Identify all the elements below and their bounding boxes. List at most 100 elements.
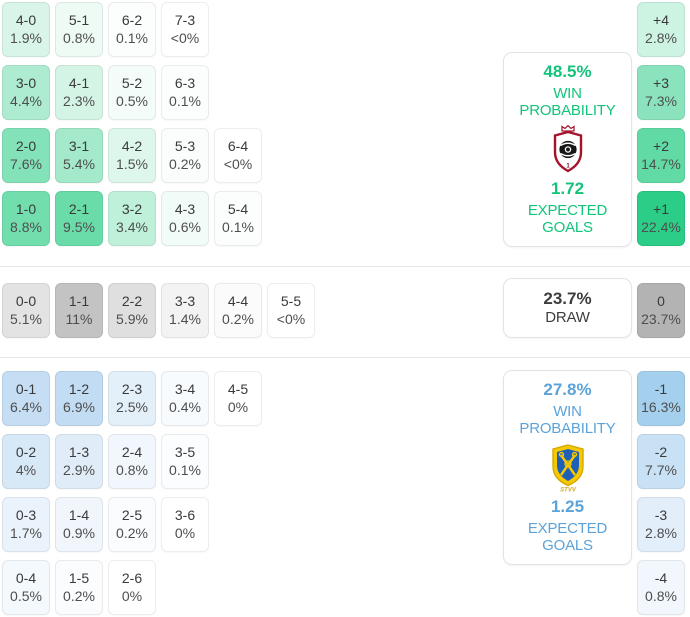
probability: <0% bbox=[276, 311, 306, 327]
score-cell: 7-3 <0% bbox=[161, 2, 209, 57]
scoreline: 3-1 bbox=[68, 138, 90, 155]
away-team-crest-icon: STVV bbox=[547, 443, 589, 493]
home-expected-goals-label: EXPECTED GOALS bbox=[528, 203, 607, 237]
score-cell: 4-5 0% bbox=[214, 371, 262, 426]
score-cell: 2-5 0.2% bbox=[108, 497, 156, 552]
goal-diff-cell: +4 2.8% bbox=[637, 2, 685, 57]
scoreline: 5-2 bbox=[121, 75, 143, 92]
score-cell: 5-2 0.5% bbox=[108, 65, 156, 120]
probability: 5.4% bbox=[63, 156, 95, 172]
score-cell: 4-3 0.6% bbox=[161, 191, 209, 246]
probability: 7.7% bbox=[645, 462, 677, 478]
probability: 2.8% bbox=[645, 30, 677, 46]
probability: 0% bbox=[121, 588, 143, 604]
scoreline: 3-2 bbox=[121, 201, 143, 218]
score-cell: 1-2 6.9% bbox=[55, 371, 103, 426]
score-cell: 2-2 5.9% bbox=[108, 283, 156, 338]
scoreline: 0-0 bbox=[15, 293, 37, 310]
label-line: PROBABILITY bbox=[519, 420, 616, 438]
probability: 7.6% bbox=[10, 156, 42, 172]
scoreline: 2-1 bbox=[68, 201, 90, 218]
scoreline: 1-2 bbox=[68, 381, 90, 398]
probability: 0.6% bbox=[169, 219, 201, 235]
goal-diff-label: +1 bbox=[653, 201, 669, 218]
draw-panel: 23.7% DRAW bbox=[503, 278, 632, 338]
draw-label: DRAW bbox=[545, 309, 590, 327]
probability: 23.7% bbox=[641, 311, 681, 327]
away-expected-goals-value: 1.25 bbox=[550, 496, 585, 516]
scoreline: 1-0 bbox=[15, 201, 37, 218]
score-cell: 4-4 0.2% bbox=[214, 283, 262, 338]
separator-draw-away bbox=[0, 357, 690, 358]
score-cell: 2-4 0.8% bbox=[108, 434, 156, 489]
scoreline: 4-4 bbox=[227, 293, 249, 310]
scoreline: 3-3 bbox=[174, 293, 196, 310]
probability: 6.9% bbox=[63, 399, 95, 415]
probability: 0.2% bbox=[169, 156, 201, 172]
probability: 1.5% bbox=[116, 156, 148, 172]
probability: 0.8% bbox=[645, 588, 677, 604]
scoreline: 6-4 bbox=[227, 138, 249, 155]
score-cell: 0-0 5.1% bbox=[2, 283, 50, 338]
score-cell: 1-0 8.8% bbox=[2, 191, 50, 246]
score-cell: 2-0 7.6% bbox=[2, 128, 50, 183]
probability: 16.3% bbox=[641, 399, 681, 415]
scoreline: 0-2 bbox=[15, 444, 37, 461]
score-cell: 1-4 0.9% bbox=[55, 497, 103, 552]
probability: 2.8% bbox=[645, 525, 677, 541]
probability: 2.5% bbox=[116, 399, 148, 415]
probability: 0.2% bbox=[222, 311, 254, 327]
probability: <0% bbox=[223, 156, 253, 172]
scoreline: 6-2 bbox=[121, 12, 143, 29]
score-cell: 3-0 4.4% bbox=[2, 65, 50, 120]
scoreline: 7-3 bbox=[174, 12, 196, 29]
probability: 3.4% bbox=[116, 219, 148, 235]
probability: 1.7% bbox=[10, 525, 42, 541]
scoreline: 1-4 bbox=[68, 507, 90, 524]
probability: 22.4% bbox=[641, 219, 681, 235]
score-cell: 6-2 0.1% bbox=[108, 2, 156, 57]
probability: 0.9% bbox=[63, 525, 95, 541]
goal-diff-label: +2 bbox=[653, 138, 669, 155]
goal-diff-cell: -2 7.7% bbox=[637, 434, 685, 489]
scoreline: 3-5 bbox=[174, 444, 196, 461]
probability: 0.1% bbox=[169, 93, 201, 109]
scoreline: 2-6 bbox=[121, 570, 143, 587]
goal-diff-cell: 0 23.7% bbox=[637, 283, 685, 338]
home-win-panel: 48.5% WIN PROBABILITY 1 1.72 EXPECTED GO… bbox=[503, 52, 632, 247]
probability: 0.5% bbox=[10, 588, 42, 604]
goal-diff-label: -4 bbox=[654, 570, 668, 587]
probability: 0.4% bbox=[169, 399, 201, 415]
away-win-probability-label: WIN PROBABILITY bbox=[519, 404, 615, 438]
scoreline: 5-3 bbox=[174, 138, 196, 155]
scoreline: 4-5 bbox=[227, 381, 249, 398]
scoreline: 5-5 bbox=[280, 293, 302, 310]
label-line: EXPECTED bbox=[527, 202, 608, 220]
home-expected-goals-value: 1.72 bbox=[550, 178, 585, 198]
scoreline: 2-5 bbox=[121, 507, 143, 524]
probability: 0.2% bbox=[63, 588, 95, 604]
score-cell: 2-6 0% bbox=[108, 560, 156, 615]
probability: 6.4% bbox=[10, 399, 42, 415]
home-win-probability-value: 48.5% bbox=[543, 62, 592, 81]
score-cell: 1-5 0.2% bbox=[55, 560, 103, 615]
probability: 0.8% bbox=[116, 462, 148, 478]
away-expected-goals-label: EXPECTED GOALS bbox=[528, 521, 607, 555]
probability: 0.1% bbox=[222, 219, 254, 235]
draw-probability-value: 23.7% bbox=[543, 289, 592, 309]
probability: 5.1% bbox=[10, 311, 42, 327]
crest-number: 1 bbox=[566, 163, 570, 169]
score-cell: 4-2 1.5% bbox=[108, 128, 156, 183]
scoreline: 2-3 bbox=[121, 381, 143, 398]
label-line: WIN bbox=[553, 85, 582, 103]
goal-diff-label: 0 bbox=[657, 293, 665, 310]
score-cell: 4-1 2.3% bbox=[55, 65, 103, 120]
probability: 11% bbox=[65, 311, 93, 327]
probability: 9.5% bbox=[63, 219, 95, 235]
scoreline: 4-0 bbox=[15, 12, 37, 29]
score-cell: 1-1 11% bbox=[55, 283, 103, 338]
probability: 2.3% bbox=[63, 93, 95, 109]
label-line: EXPECTED bbox=[527, 520, 608, 538]
goal-diff-label: -1 bbox=[654, 381, 668, 398]
